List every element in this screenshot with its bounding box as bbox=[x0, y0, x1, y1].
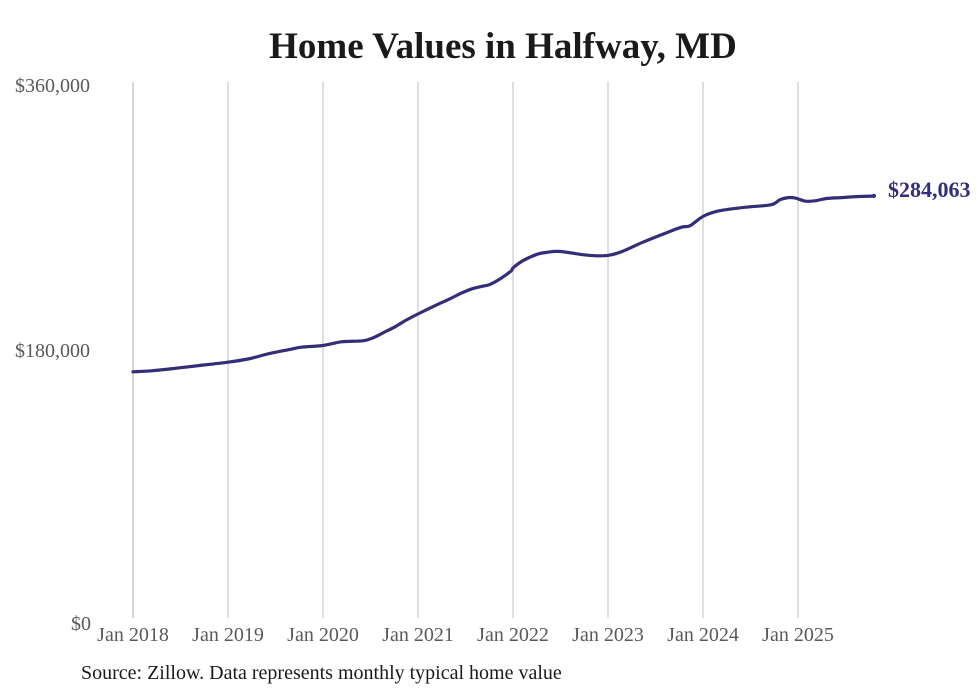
svg-text:$284,063: $284,063 bbox=[888, 177, 971, 202]
svg-text:Jan 2021: Jan 2021 bbox=[382, 624, 454, 646]
svg-text:Jan 2024: Jan 2024 bbox=[667, 624, 739, 646]
svg-text:Jan 2018: Jan 2018 bbox=[97, 624, 169, 646]
svg-text:$360,000: $360,000 bbox=[15, 75, 90, 97]
svg-text:Jan 2023: Jan 2023 bbox=[572, 624, 644, 646]
svg-text:Jan 2022: Jan 2022 bbox=[477, 624, 549, 646]
svg-text:Jan 2020: Jan 2020 bbox=[287, 624, 359, 646]
svg-text:$180,000: $180,000 bbox=[15, 340, 90, 362]
svg-text:Jan 2019: Jan 2019 bbox=[192, 624, 264, 646]
svg-text:$0: $0 bbox=[71, 613, 91, 635]
svg-text:Jan 2025: Jan 2025 bbox=[762, 624, 834, 646]
